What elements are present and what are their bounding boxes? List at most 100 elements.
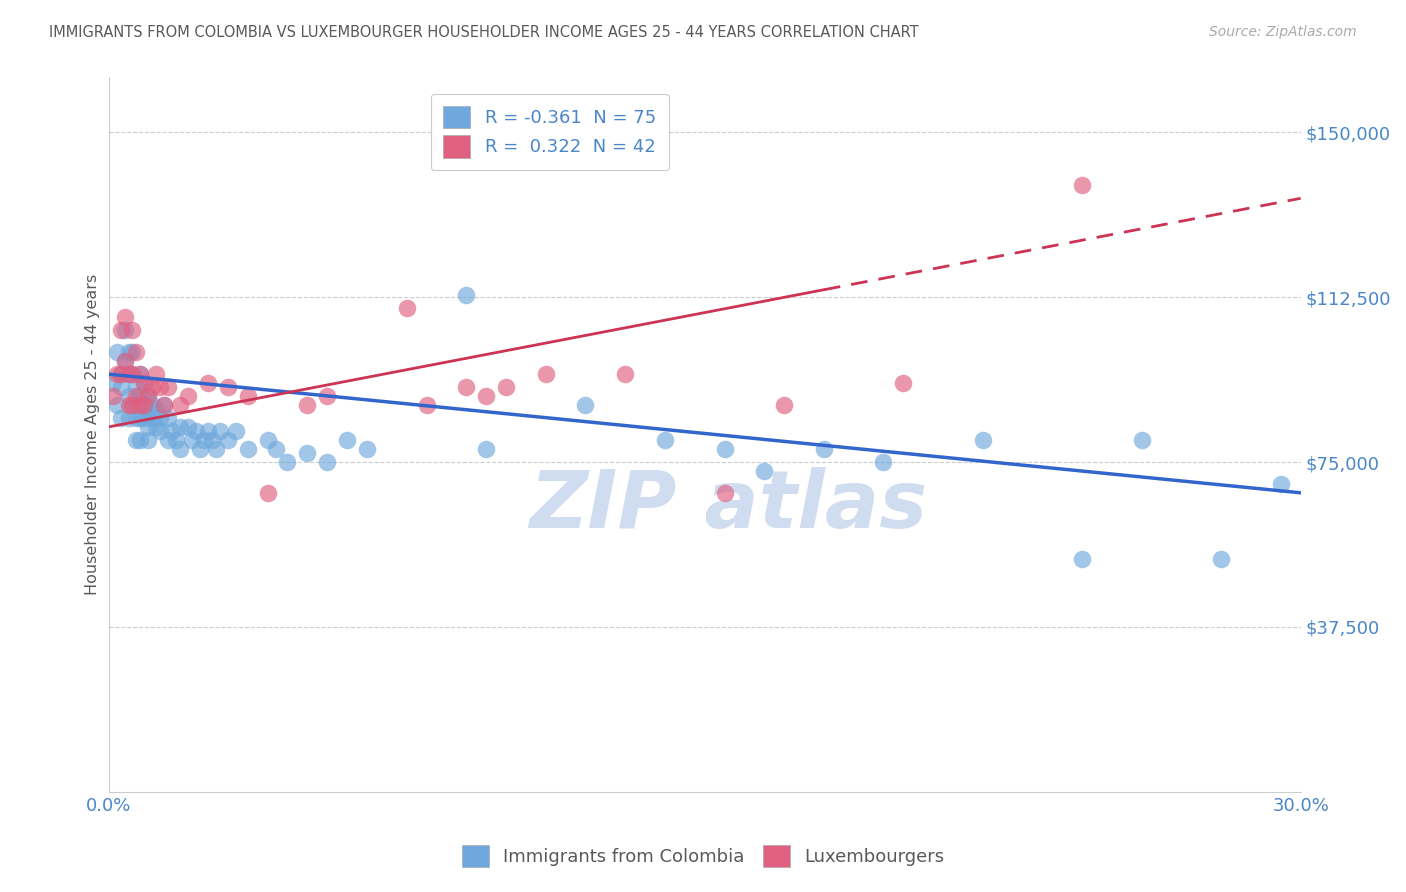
Point — [395, 301, 418, 316]
Point — [134, 376, 156, 390]
Point — [236, 442, 259, 456]
Point — [138, 433, 160, 447]
Point — [181, 433, 204, 447]
Point — [153, 398, 176, 412]
Point — [276, 455, 298, 469]
Point — [117, 389, 139, 403]
Point — [117, 398, 139, 412]
Point — [138, 389, 160, 403]
Point — [138, 402, 160, 417]
Point — [713, 442, 735, 456]
Point — [236, 389, 259, 403]
Point — [201, 433, 224, 447]
Point — [972, 433, 994, 447]
Point — [125, 411, 148, 425]
Point — [160, 424, 183, 438]
Point — [114, 310, 136, 324]
Point — [121, 367, 143, 381]
Point — [574, 398, 596, 412]
Point — [134, 376, 156, 390]
Point — [145, 402, 167, 417]
Point — [475, 442, 498, 456]
Point — [316, 389, 339, 403]
Point — [141, 411, 163, 425]
Point — [153, 398, 176, 412]
Point — [138, 389, 160, 403]
Point — [891, 376, 914, 390]
Point — [129, 367, 152, 381]
Point — [169, 398, 191, 412]
Point — [134, 398, 156, 412]
Point — [534, 367, 557, 381]
Point — [197, 376, 219, 390]
Point — [495, 380, 517, 394]
Point — [129, 411, 152, 425]
Point — [134, 398, 156, 412]
Point — [872, 455, 894, 469]
Point — [754, 464, 776, 478]
Point — [117, 367, 139, 381]
Point — [110, 380, 132, 394]
Point — [145, 420, 167, 434]
Point — [121, 367, 143, 381]
Point — [205, 442, 228, 456]
Text: ZIP atlas: ZIP atlas — [530, 467, 928, 545]
Point — [101, 389, 124, 403]
Y-axis label: Householder Income Ages 25 - 44 years: Householder Income Ages 25 - 44 years — [86, 274, 100, 595]
Point — [110, 323, 132, 337]
Point — [117, 367, 139, 381]
Point — [184, 424, 207, 438]
Point — [141, 398, 163, 412]
Point — [475, 389, 498, 403]
Point — [129, 398, 152, 412]
Point — [1211, 551, 1233, 566]
Point — [101, 376, 124, 390]
Point — [297, 446, 319, 460]
Point — [138, 420, 160, 434]
Point — [110, 367, 132, 381]
Point — [336, 433, 359, 447]
Point — [654, 433, 676, 447]
Point — [177, 389, 200, 403]
Point — [149, 411, 172, 425]
Point — [415, 398, 437, 412]
Point — [1071, 178, 1094, 193]
Point — [121, 398, 143, 412]
Point — [105, 398, 128, 412]
Point — [110, 367, 132, 381]
Point — [813, 442, 835, 456]
Point — [121, 398, 143, 412]
Point — [773, 398, 796, 412]
Point — [225, 424, 247, 438]
Point — [297, 398, 319, 412]
Point — [256, 485, 278, 500]
Point — [157, 380, 180, 394]
Point — [141, 380, 163, 394]
Point — [217, 380, 239, 394]
Point — [1130, 433, 1153, 447]
Point — [217, 433, 239, 447]
Point — [157, 411, 180, 425]
Point — [169, 442, 191, 456]
Point — [105, 367, 128, 381]
Point — [165, 433, 187, 447]
Point — [125, 433, 148, 447]
Point — [456, 288, 478, 302]
Point — [177, 420, 200, 434]
Point — [614, 367, 637, 381]
Point — [456, 380, 478, 394]
Point — [1071, 551, 1094, 566]
Point — [114, 323, 136, 337]
Point — [1270, 477, 1292, 491]
Point — [117, 411, 139, 425]
Point — [197, 424, 219, 438]
Point — [129, 433, 152, 447]
Point — [117, 345, 139, 359]
Point — [125, 380, 148, 394]
Point — [188, 442, 211, 456]
Point — [193, 433, 215, 447]
Point — [256, 433, 278, 447]
Point — [121, 323, 143, 337]
Point — [129, 389, 152, 403]
Point — [169, 420, 191, 434]
